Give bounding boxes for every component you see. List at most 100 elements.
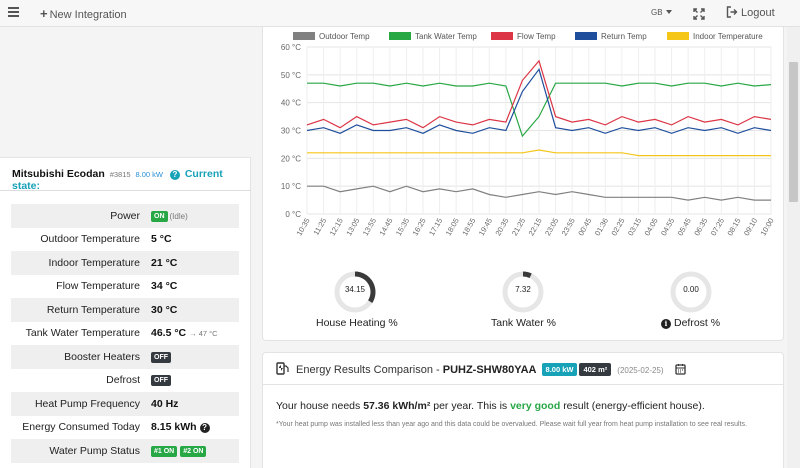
state-value-text: 8.15 kWh — [151, 421, 197, 434]
x-tick-label: 12:15 — [328, 217, 345, 238]
y-tick-label: 0 °C — [285, 210, 301, 219]
status-badge: ON — [151, 210, 168, 222]
legend-label: Return Temp — [601, 32, 647, 41]
state-row: Indoor Temperature 21 °C — [11, 251, 239, 275]
state-row: Water Pump Status #1 ON #2 ON — [11, 439, 239, 463]
gauge-defrost: 0.00 — [669, 270, 713, 314]
x-tick-label: 08:15 — [725, 217, 742, 238]
state-row-label: Flow Temperature — [56, 280, 140, 293]
state-row-value: 34 °C — [145, 280, 177, 292]
legend-label: Indoor Temperature — [693, 32, 763, 41]
gauge-arc — [522, 271, 532, 279]
new-integration-label: New Integration — [49, 9, 127, 21]
x-tick-label: 04:05 — [643, 217, 660, 238]
state-extra-text: → 47 °C — [189, 329, 218, 339]
y-tick-label: 60 °C — [281, 43, 301, 52]
state-row-value: ON (Idle) — [145, 210, 188, 222]
energy-text-prefix: Your house needs — [276, 400, 361, 412]
x-tick-label: 13:55 — [361, 217, 378, 238]
x-tick-label: 09:10 — [742, 217, 759, 238]
state-row-label: Indoor Temperature — [48, 256, 140, 269]
status-badge: OFF — [151, 375, 171, 387]
x-tick-label: 11:25 — [311, 217, 328, 237]
state-extra-text: (Idle) — [169, 211, 188, 221]
page-scrollbar[interactable] — [787, 27, 800, 468]
x-tick-label: 10:00 — [759, 217, 776, 238]
x-tick-label: 06:35 — [692, 217, 709, 238]
calendar-icon[interactable] — [674, 363, 686, 378]
legend-label: Tank Water Temp — [415, 32, 477, 41]
help-icon[interactable]: ? — [169, 170, 180, 180]
logout-icon — [726, 6, 738, 18]
x-tick-label: 21:25 — [510, 217, 527, 238]
legend-swatch — [293, 32, 315, 40]
gauge-track — [670, 271, 712, 313]
gauge-tank-water-value: 7.32 — [515, 285, 531, 294]
plus-icon: + — [40, 6, 48, 21]
current-state-label: Current state: — [12, 168, 223, 192]
legend-swatch — [491, 32, 513, 40]
x-tick-label: 20:35 — [493, 217, 510, 238]
energy-kwh-value: 57.36 kWh/m² — [363, 400, 431, 412]
device-header: Mitsubishi Ecodan #3815 8.00 kW ? Curren… — [0, 158, 251, 192]
x-tick-label: 18:05 — [444, 217, 461, 238]
scrollbar-thumb[interactable] — [789, 62, 798, 202]
state-row: Energy Consumed Today 8.15 kWh? — [11, 416, 239, 440]
x-tick-label: 13:05 — [344, 217, 361, 238]
state-value-text: 5 °C — [151, 233, 172, 246]
energy-title: Energy Results Comparison - — [296, 364, 440, 376]
state-value-text: 21 °C — [151, 256, 178, 269]
state-row-value: 30 °C — [145, 304, 177, 316]
x-tick-label: 23:05 — [543, 217, 560, 238]
gauge-house-heating: 34.15 — [333, 270, 377, 314]
language-label: GB — [651, 8, 663, 17]
state-row-label: Water Pump Status — [49, 444, 140, 457]
state-row-value: OFF — [145, 351, 171, 363]
energy-header: Energy Results Comparison - PUHZ-SHW80YA… — [263, 353, 783, 385]
energy-results-card: Energy Results Comparison - PUHZ-SHW80YA… — [262, 352, 784, 468]
energy-date: (2025-02-25) — [617, 366, 664, 375]
energy-summary: Your house needs 57.36 kWh/m² per year. … — [276, 400, 705, 412]
x-tick-label: 16:25 — [411, 217, 428, 238]
state-row-value: 46.5 °C → 47 °C — [145, 327, 218, 339]
legend-swatch — [667, 32, 689, 40]
plug-icon — [276, 362, 290, 378]
state-row-value: 40 Hz — [145, 398, 178, 410]
language-dropdown[interactable]: GB — [651, 8, 672, 17]
energy-note: *Your heat pump was installed less than … — [276, 421, 747, 428]
y-tick-label: 30 °C — [281, 127, 301, 136]
x-tick-label: 15:35 — [394, 217, 411, 238]
x-tick-label: 14:45 — [377, 217, 394, 238]
info-icon[interactable]: i — [661, 319, 671, 329]
state-value-text: 30 °C — [151, 303, 178, 316]
menu-icon[interactable] — [8, 7, 19, 17]
state-row-value: #1 ON #2 ON — [145, 445, 207, 457]
gauge-defrost-label-wrap: i Defrost % — [661, 317, 720, 329]
x-tick-label: 18:55 — [460, 217, 477, 238]
state-row-value: 8.15 kWh? — [145, 421, 210, 434]
series-line — [307, 82, 772, 138]
help-icon[interactable]: ? — [199, 423, 210, 434]
x-tick-label: 05:45 — [676, 217, 693, 238]
series-line — [306, 59, 772, 129]
x-tick-label: 19:45 — [477, 217, 494, 238]
fullscreen-icon[interactable] — [693, 7, 705, 25]
status-badge: #1 ON — [151, 445, 178, 457]
state-row: Defrost OFF — [11, 369, 239, 393]
new-integration-link[interactable]: + New Integration — [40, 6, 127, 21]
state-value-text: 34 °C — [151, 280, 178, 293]
state-value-text: 46.5 °C — [151, 327, 187, 340]
device-state-panel: Mitsubishi Ecodan #3815 8.00 kW ? Curren… — [0, 157, 251, 468]
device-name: Mitsubishi Ecodan — [12, 168, 105, 180]
y-tick-label: 10 °C — [281, 182, 301, 191]
y-tick-label: 40 °C — [281, 99, 301, 108]
state-row-label: Heat Pump Frequency — [34, 397, 140, 410]
state-row-label: Booster Heaters — [64, 350, 140, 363]
x-tick-label: 03:15 — [626, 217, 643, 238]
caret-down-icon — [665, 10, 672, 14]
gauge-tank-water-label: Tank Water % — [491, 317, 556, 329]
logout-link[interactable]: Logout — [726, 6, 775, 19]
device-power: 8.00 kW — [135, 170, 163, 179]
x-tick-label: 17:15 — [427, 217, 444, 238]
x-tick-label: 02:25 — [609, 217, 626, 238]
